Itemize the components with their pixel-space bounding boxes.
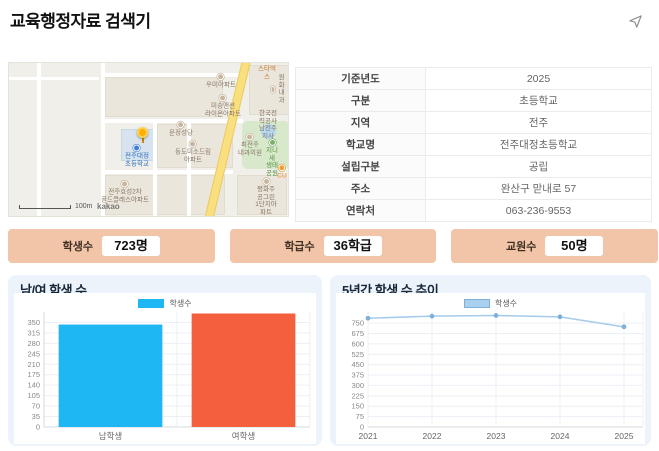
svg-text:2021: 2021: [359, 431, 378, 441]
map-road: [9, 77, 99, 80]
trend-chart-card: 5년간 학생 수 추이 학생수 0 75 150 225 300 375 450 525 600…: [330, 275, 651, 446]
info-table-row: 연락처 063-236-9553: [295, 199, 652, 222]
svg-text:2025: 2025: [615, 431, 634, 441]
map-marker-stem: [142, 137, 144, 143]
svg-text:350: 350: [27, 318, 40, 327]
map-road: [101, 170, 233, 174]
map-panel[interactable]: 우미아파트 스타벅스 원화 내과 미송맨션 라이온아파트 한국전력공사 남전주지사 문정성…: [8, 62, 289, 217]
svg-text:175: 175: [27, 370, 40, 379]
page-title: 교육행정자료 검색기: [10, 12, 151, 31]
legend-label: 학생수: [169, 298, 192, 308]
svg-text:75: 75: [356, 412, 364, 421]
map-pond: [261, 124, 276, 139]
info-label: 지역: [295, 111, 426, 134]
info-table-row: 지역 전주: [295, 111, 652, 134]
svg-text:210: 210: [27, 360, 40, 369]
trend-chart-legend[interactable]: 학생수: [336, 293, 645, 309]
map-road: [187, 119, 191, 216]
stat-label: 학급수: [284, 241, 315, 253]
info-table-row: 설립구분 공립: [295, 155, 652, 178]
svg-text:140: 140: [27, 381, 40, 390]
svg-text:300: 300: [351, 381, 364, 390]
stat-card-3: 교원수 50명: [451, 229, 659, 263]
info-label: 학교명: [295, 133, 426, 156]
info-value: 063-236-9553: [425, 199, 652, 222]
svg-text:450: 450: [351, 360, 364, 369]
map-marker-pin[interactable]: [137, 127, 148, 138]
legend-swatch: [463, 298, 490, 308]
svg-text:105: 105: [27, 391, 40, 400]
svg-text:675: 675: [351, 329, 364, 338]
kakao-logo: kakao: [97, 202, 120, 211]
gender-chart-card: 남/여 학생 수 학생수 0 35 70 105 140 175 210 245 280 315 3…: [8, 275, 322, 446]
svg-text:2023: 2023: [487, 431, 506, 441]
stat-label: 학생수: [62, 241, 94, 253]
stat-value: 50명: [545, 236, 604, 256]
svg-text:150: 150: [351, 402, 364, 411]
svg-text:525: 525: [351, 350, 364, 359]
legend-label: 학생수: [494, 298, 518, 308]
svg-text:0: 0: [36, 423, 40, 432]
map-block: [249, 65, 288, 115]
paper-plane-icon: [628, 14, 642, 28]
svg-text:2022: 2022: [423, 431, 442, 441]
map-road: [101, 73, 247, 77]
stat-value: 723명: [102, 236, 161, 256]
svg-text:남학생: 남학생: [99, 431, 122, 441]
info-table-row: 구분 초등학교: [295, 89, 652, 112]
stats-row: 학생수 723명 학급수 36학급 교원수 50명: [8, 229, 659, 263]
info-value: 2025: [425, 67, 652, 90]
info-label: 설립구분: [295, 155, 426, 178]
svg-text:여학생: 여학생: [232, 431, 255, 441]
map-road: [153, 119, 157, 216]
svg-text:315: 315: [27, 328, 40, 337]
svg-text:750: 750: [351, 319, 364, 328]
map-block: [105, 77, 223, 117]
info-value: 공립: [425, 155, 652, 178]
svg-text:225: 225: [351, 391, 364, 400]
svg-text:2024: 2024: [551, 431, 570, 441]
map-block: [237, 175, 287, 215]
info-table-row: 기준년도 2025: [295, 67, 652, 90]
share-button[interactable]: [623, 9, 647, 33]
stat-value: 36학급: [323, 236, 382, 256]
info-value: 초등학교: [425, 89, 652, 112]
stat-label: 교원수: [505, 241, 537, 253]
school-info-table: 기준년도 2025 구분 초등학교 지역 전주 학교명 전주대정초등학교 설립구분 공립 주소 완산구…: [295, 67, 652, 222]
gender-chart-plot: 학생수 0 35 70 105 140 175 210 245 280 315 350 남학생 여학생: [14, 293, 316, 444]
stat-card-1: 학생수 723명: [8, 229, 215, 263]
svg-text:600: 600: [351, 339, 364, 348]
stat-card-2: 학급수 36학급: [229, 229, 437, 263]
info-label: 구분: [295, 89, 426, 112]
info-label: 주소: [295, 177, 426, 200]
info-label: 기준년도: [295, 67, 426, 90]
map-road: [101, 63, 105, 216]
info-table-row: 주소 완산구 맏내로 57: [295, 177, 652, 200]
map-road: [37, 63, 41, 216]
info-table-row: 학교명 전주대정초등학교: [295, 133, 652, 156]
info-value: 전주: [425, 111, 652, 134]
svg-text:70: 70: [32, 402, 40, 411]
info-value: 전주대정초등학교: [425, 133, 652, 156]
svg-text:0: 0: [360, 423, 364, 432]
svg-text:280: 280: [27, 339, 40, 348]
map-road: [101, 119, 243, 123]
gender-chart-legend[interactable]: 학생수: [14, 293, 316, 309]
trend-chart-plot: 학생수 0 75 150 225 300 375 450 525 600 675 750 2021 20…: [336, 293, 645, 444]
svg-text:375: 375: [351, 371, 364, 380]
info-value: 완산구 맏내로 57: [425, 177, 652, 200]
legend-swatch: [138, 298, 165, 308]
info-label: 연락처: [295, 199, 426, 222]
svg-text:245: 245: [27, 349, 40, 358]
map-scale: 100m: [19, 203, 93, 210]
svg-text:35: 35: [32, 412, 40, 421]
map-scale-line: [19, 204, 71, 209]
map-scale-label: 100m: [75, 203, 93, 210]
